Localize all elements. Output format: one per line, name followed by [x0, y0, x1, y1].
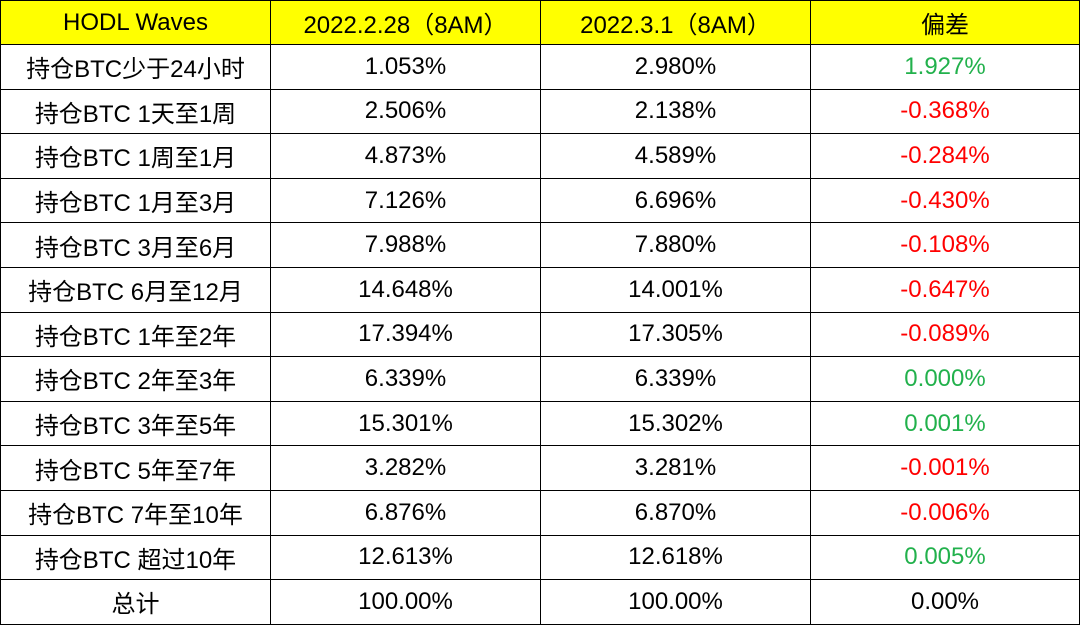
row-label-cell: 持仓BTC 3月至6月 — [0, 222, 271, 268]
deviation-value-cell: 1.927% — [810, 44, 1080, 90]
row-label-cell: 持仓BTC 1天至1周 — [0, 88, 271, 135]
row-label-cell: 持仓BTC 2年至3年 — [0, 356, 271, 402]
mar1-value-cell: 2.980% — [540, 44, 811, 90]
table-row: 持仓BTC 3月至6月 7.988% 7.880% -0.108% — [0, 222, 1080, 268]
row-label-cell: 持仓BTC 超过10年 — [0, 534, 271, 581]
header-deviation: 偏差 — [810, 0, 1080, 45]
table-row: 持仓BTC 超过10年 12.613% 12.618% 0.005% — [0, 534, 1080, 581]
feb28-value-cell: 6.876% — [270, 489, 541, 536]
feb28-value-cell: 7.126% — [270, 177, 541, 224]
deviation-value-cell: -0.368% — [810, 88, 1080, 135]
mar1-value-cell: 14.001% — [540, 266, 811, 313]
feb28-value-cell: 14.648% — [270, 266, 541, 313]
row-label-cell: 持仓BTC 5年至7年 — [0, 445, 271, 491]
table-row: 持仓BTC 3年至5年 15.301% 15.302% 0.001% — [0, 400, 1080, 447]
table-row: 持仓BTC 1年至2年 17.394% 17.305% -0.089% — [0, 311, 1080, 358]
deviation-value-cell: -0.647% — [810, 266, 1080, 313]
row-label-cell: 持仓BTC 1年至2年 — [0, 311, 271, 358]
deviation-value-cell: -0.430% — [810, 177, 1080, 224]
header-hodl-waves: HODL Waves — [0, 0, 271, 45]
mar1-value-cell: 15.302% — [540, 400, 811, 447]
header-date-mar1: 2022.3.1（8AM） — [540, 0, 811, 45]
deviation-value-cell: 0.00% — [810, 579, 1080, 625]
header-row: HODL Waves 2022.2.28（8AM） 2022.3.1（8AM） … — [0, 0, 1080, 45]
row-label-cell: 持仓BTC少于24小时 — [0, 44, 271, 90]
feb28-value-cell: 12.613% — [270, 534, 541, 581]
feb28-value-cell: 2.506% — [270, 88, 541, 135]
deviation-value-cell: -0.108% — [810, 222, 1080, 268]
deviation-value-cell: 0.005% — [810, 534, 1080, 581]
mar1-value-cell: 17.305% — [540, 311, 811, 358]
feb28-value-cell: 6.339% — [270, 356, 541, 402]
feb28-value-cell: 1.053% — [270, 44, 541, 90]
mar1-value-cell: 7.880% — [540, 222, 811, 268]
table-row: 持仓BTC 5年至7年 3.282% 3.281% -0.001% — [0, 445, 1080, 491]
mar1-value-cell: 6.339% — [540, 356, 811, 402]
mar1-value-cell: 6.696% — [540, 177, 811, 224]
total-row: 总计 100.00% 100.00% 0.00% — [0, 579, 1080, 625]
header-date-feb28: 2022.2.28（8AM） — [270, 0, 541, 45]
row-label-cell: 持仓BTC 1月至3月 — [0, 177, 271, 224]
deviation-value-cell: 0.001% — [810, 400, 1080, 447]
row-label-cell: 持仓BTC 6月至12月 — [0, 266, 271, 313]
row-label-cell: 总计 — [0, 579, 271, 625]
deviation-value-cell: -0.284% — [810, 133, 1080, 179]
mar1-value-cell: 12.618% — [540, 534, 811, 581]
table-row: 持仓BTC 2年至3年 6.339% 6.339% 0.000% — [0, 356, 1080, 402]
row-label-cell: 持仓BTC 3年至5年 — [0, 400, 271, 447]
mar1-value-cell: 4.589% — [540, 133, 811, 179]
table-row: 持仓BTC 1月至3月 7.126% 6.696% -0.430% — [0, 177, 1080, 224]
feb28-value-cell: 4.873% — [270, 133, 541, 179]
table-row: 持仓BTC 6月至12月 14.648% 14.001% -0.647% — [0, 266, 1080, 313]
deviation-value-cell: 0.000% — [810, 356, 1080, 402]
feb28-value-cell: 17.394% — [270, 311, 541, 358]
feb28-value-cell: 3.282% — [270, 445, 541, 491]
table-row: 持仓BTC 7年至10年 6.876% 6.870% -0.006% — [0, 489, 1080, 536]
row-label-cell: 持仓BTC 1周至1月 — [0, 133, 271, 179]
table-row: 持仓BTC 1天至1周 2.506% 2.138% -0.368% — [0, 88, 1080, 135]
mar1-value-cell: 6.870% — [540, 489, 811, 536]
row-label-cell: 持仓BTC 7年至10年 — [0, 489, 271, 536]
mar1-value-cell: 100.00% — [540, 579, 811, 625]
feb28-value-cell: 100.00% — [270, 579, 541, 625]
deviation-value-cell: -0.089% — [810, 311, 1080, 358]
deviation-value-cell: -0.006% — [810, 489, 1080, 536]
table-row: 持仓BTC 1周至1月 4.873% 4.589% -0.284% — [0, 133, 1080, 179]
feb28-value-cell: 15.301% — [270, 400, 541, 447]
mar1-value-cell: 2.138% — [540, 88, 811, 135]
feb28-value-cell: 7.988% — [270, 222, 541, 268]
table-row: 持仓BTC少于24小时 1.053% 2.980% 1.927% — [0, 44, 1080, 90]
mar1-value-cell: 3.281% — [540, 445, 811, 491]
deviation-value-cell: -0.001% — [810, 445, 1080, 491]
